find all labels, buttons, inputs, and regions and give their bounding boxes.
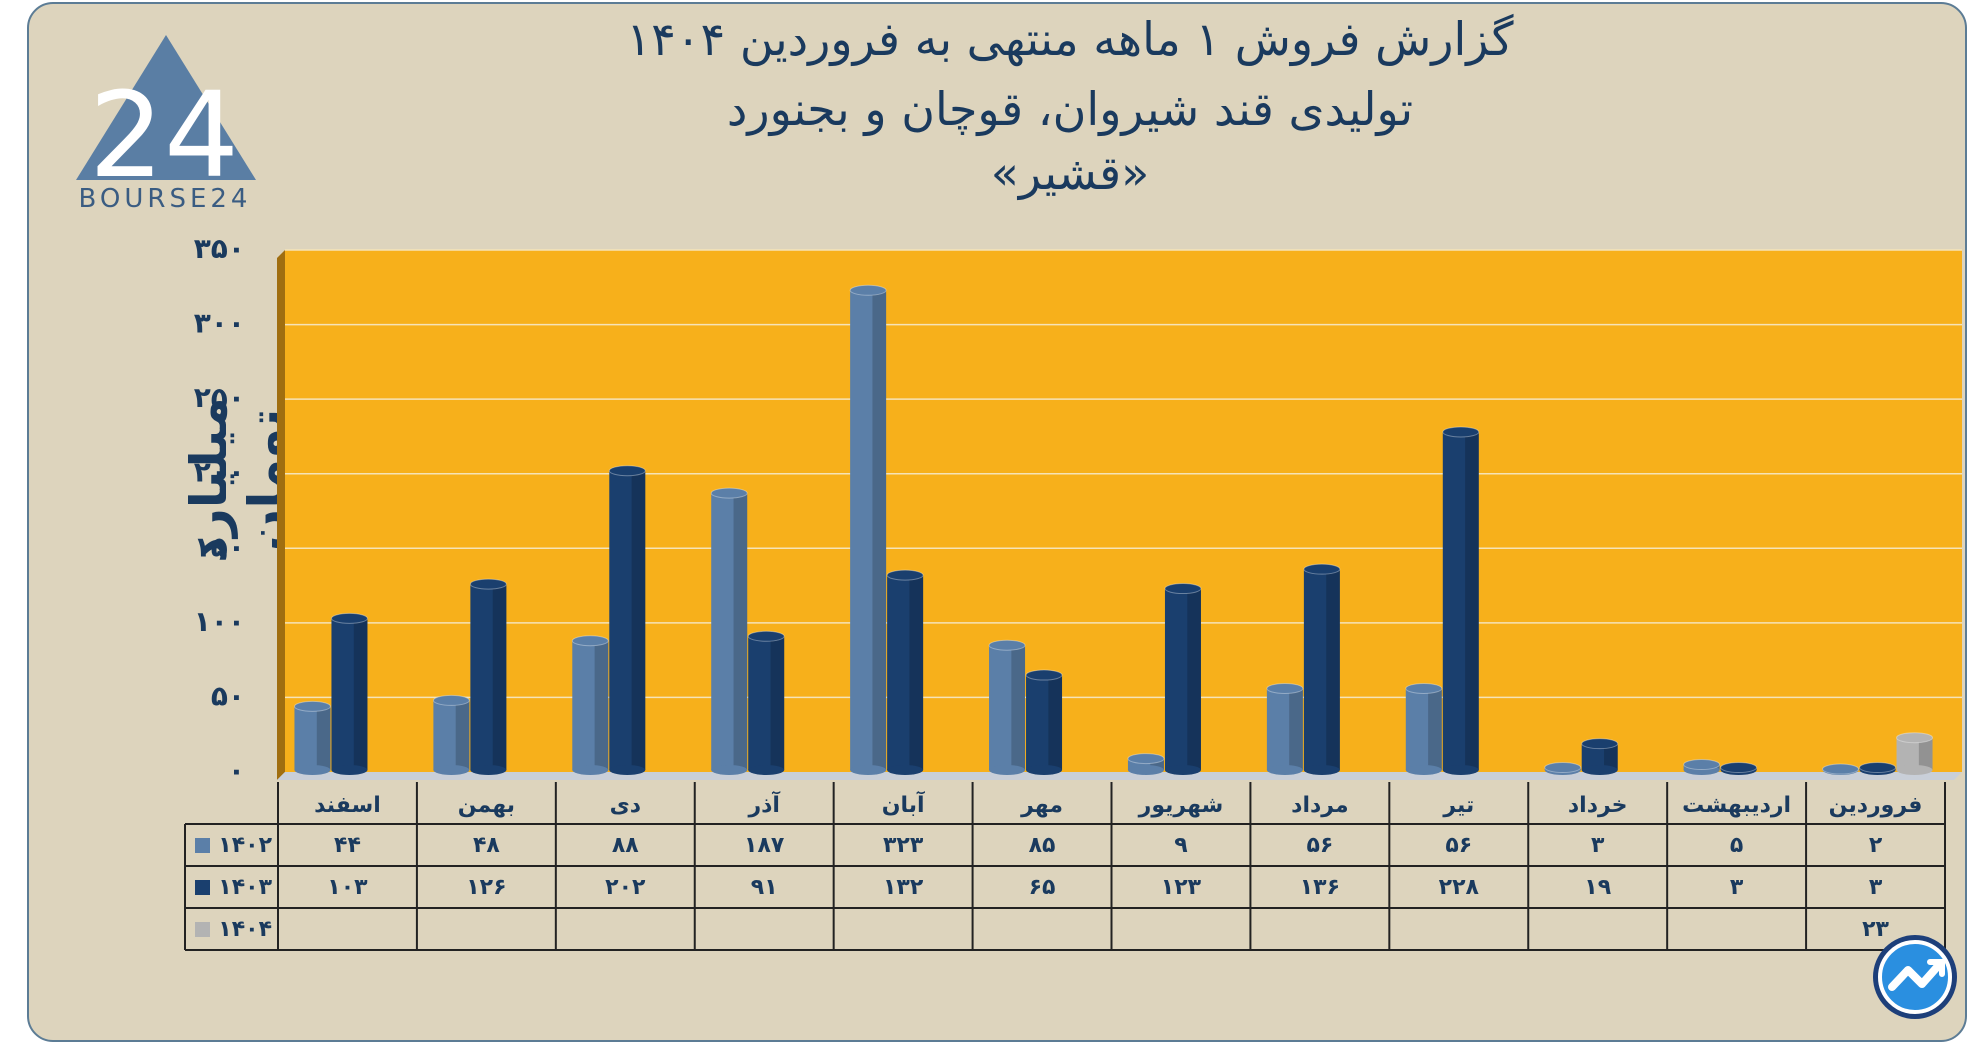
bar-۱۴۰۲-2 [1544,762,1582,775]
bar-۱۴۰۳-6 [1025,669,1063,775]
bar-۱۴۰۳-8 [747,630,785,775]
data-label: ۸۸ [612,833,639,858]
bar-۱۴۰۳-7 [886,569,924,775]
bar-۱۴۰۲-8 [710,487,748,775]
bar-۱۴۰۳-1 [1720,762,1758,775]
category-label: خرداد [1568,793,1628,818]
plot-side-wall [277,250,285,780]
legend-label: ۱۴۰۴ [218,917,272,942]
y-tick-label: ۱۰۰ [194,605,245,638]
category-label: تیر [1442,793,1474,818]
brand-badge-icon [1870,932,1960,1026]
bourse24-logo: 24 [68,30,278,220]
data-label: ۱۸۷ [744,833,785,858]
y-tick-label: ۵۰ [211,679,245,712]
logo-mark: 24 [89,66,239,204]
data-label: ۹ [1174,833,1187,858]
bar-۱۴۰۳-4 [1303,563,1341,775]
data-label: ۸۵ [1029,833,1056,858]
bar-۱۴۰۴-0 [1896,732,1934,775]
data-label: ۲ [1869,833,1883,858]
category-label: دی [610,793,641,818]
data-label: ۲۰۲ [605,875,646,900]
legend-swatch [195,880,210,895]
data-label: ۲۲۸ [1439,875,1480,900]
bar-۱۴۰۳-9 [608,465,646,775]
category-label: آذر [747,790,780,818]
bar-۱۴۰۳-11 [330,612,368,775]
data-label: ۳ [1730,875,1744,900]
y-tick-label: ۲۰۰ [194,456,245,489]
data-label: ۶۵ [1029,875,1056,900]
category-label: فروردین [1829,793,1923,818]
legend-label: ۱۴۰۳ [218,875,272,900]
data-label: ۱۳۶ [1300,875,1340,900]
data-label: ۴۸ [473,833,500,858]
bar-۱۴۰۲-6 [988,639,1026,775]
bar-۱۴۰۳-10 [469,578,507,775]
category-label: اردیبهشت [1682,793,1791,818]
bar-۱۴۰۲-3 [1405,682,1443,775]
data-label: ۳ [1591,833,1605,858]
bar-۱۴۰۲-1 [1683,759,1721,775]
legend-swatch [195,838,210,853]
chart-title: گزارش فروش ۱ ماهه منتهی به فروردین ۱۴۰۴ [626,12,1514,66]
data-label: ۵۶ [1445,833,1472,858]
bar-۱۴۰۳-5 [1164,583,1202,775]
data-label: ۹۱ [751,875,778,900]
category-label: اسفند [314,793,381,818]
bar-۱۴۰۲-10 [432,694,470,775]
legend-label: ۱۴۰۲ [218,833,272,858]
bar-۱۴۰۲-5 [1127,753,1165,775]
y-tick-label: ۱۵۰ [194,530,245,563]
category-label: آبان [882,790,925,818]
category-label: مهر [1020,793,1063,818]
data-label: ۱۲۳ [1161,875,1202,900]
data-label: ۱۲۶ [466,875,506,900]
data-label: ۵ [1730,833,1743,858]
y-tick-label: ۳۵۰ [194,232,245,265]
data-label: ۱۳۲ [883,875,924,900]
y-tick-label: ۳۰۰ [194,307,245,340]
bar-۱۴۰۳-0 [1859,762,1897,775]
bar-۱۴۰۲-11 [293,700,331,775]
bar-۱۴۰۲-7 [849,284,887,775]
company-symbol: «قشیر» [990,146,1150,200]
bar-۱۴۰۲-9 [571,635,609,775]
data-label: ۲۳ [1862,917,1889,942]
legend-swatch [195,922,210,937]
category-label: بهمن [458,793,515,818]
bar-۱۴۰۳-3 [1442,426,1480,775]
chart-subtitle: تولیدی قند شیروان، قوچان و بجنورد [726,82,1414,136]
plot-area [285,250,1962,772]
data-label: ۳۲۳ [883,833,924,858]
data-label: ۱۰۳ [327,875,368,900]
y-tick-label: ۲۵۰ [194,381,245,414]
bar-۱۴۰۳-2 [1581,738,1619,775]
data-label: ۴۴ [334,833,361,858]
category-label: شهریور [1138,793,1224,818]
plot-floor [277,772,1962,780]
y-tick-label: ۰ [228,754,245,787]
data-label: ۳ [1869,875,1883,900]
data-label: ۵۶ [1306,833,1333,858]
data-label: ۱۹ [1584,875,1611,900]
bar-۱۴۰۲-4 [1266,682,1304,775]
category-label: مرداد [1291,793,1348,818]
bar-۱۴۰۲-0 [1822,763,1860,775]
logo-text: BOURSE24 [78,184,252,214]
